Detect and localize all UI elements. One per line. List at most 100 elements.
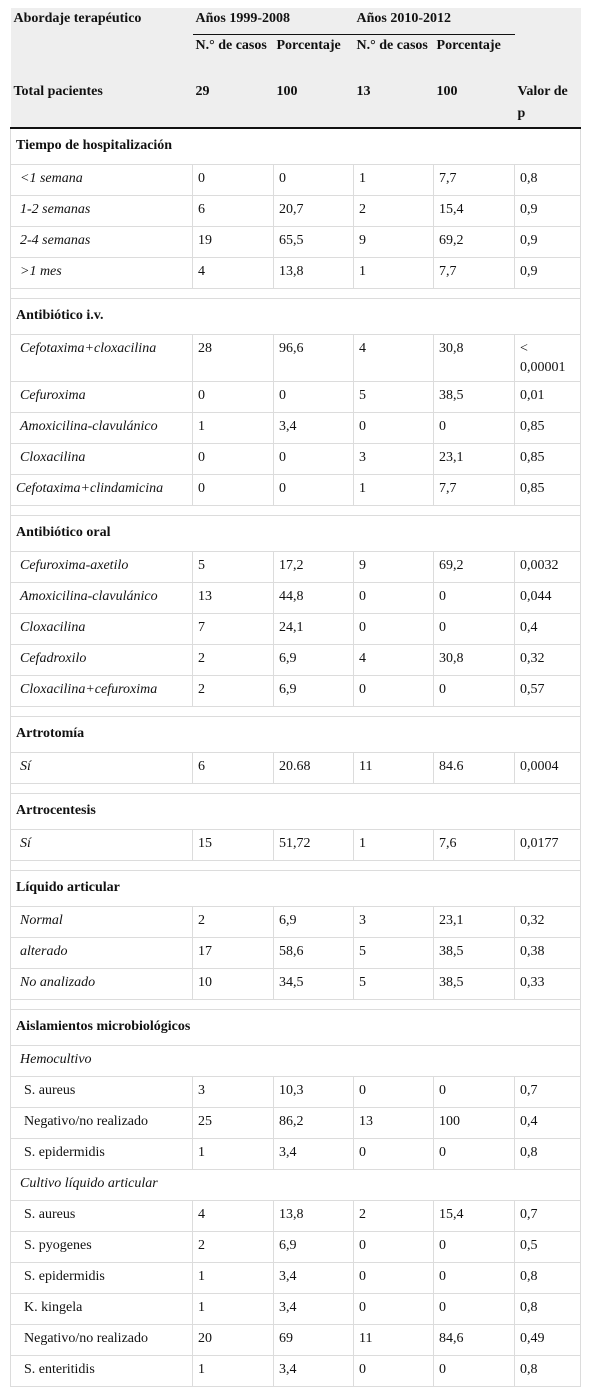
cell-p-value: 0,32 [514, 906, 582, 938]
table-row: 1-2 semanas 6 20,7 2 15,4 0,9 [10, 195, 582, 227]
table-row: Negativo/no realizado 25 86,2 13 100 0,4 [10, 1107, 582, 1139]
cell-n-casos-1999-2008: 2 [192, 1231, 274, 1263]
cell-n-casos-2010-2012: 5 [353, 968, 435, 1000]
cell-n-casos-1999-2008: 6 [192, 752, 274, 784]
cell-n-casos-2010-2012: 0 [353, 1231, 435, 1263]
table-row: No analizado 10 34,5 5 38,5 0,33 [10, 968, 582, 1000]
spacer-cell [9, 999, 582, 1010]
cell-n-casos-1999-2008: 2 [192, 675, 274, 707]
cell-p-value: 0,044 [514, 582, 582, 614]
cell-n-casos-1999-2008: 2 [192, 644, 274, 676]
cell-porcentaje-1999-2008: 96,6 [272, 334, 355, 382]
spacer-cell [9, 288, 582, 299]
table-row: Normal 2 6,9 3 23,1 0,32 [10, 906, 582, 938]
table-row: S. aureus 3 10,3 0 0 0,7 [10, 1076, 582, 1108]
cell-n-casos-2010-2012: 0 [353, 1076, 435, 1108]
cell-n-casos-1999-2008: 6 [192, 195, 274, 227]
header-total-n1: 29 [192, 81, 274, 129]
header-group-1999-2008: Años 1999-2008 [192, 8, 354, 35]
header-n-casos-1: N.° de casos [192, 34, 274, 81]
cell-porcentaje-2010-2012: 0 [433, 1262, 516, 1294]
section-header-row: Tiempo de hospitalización [9, 127, 582, 165]
cell-n-casos-2010-2012: 0 [353, 1262, 435, 1294]
cell-n-casos-2010-2012: 4 [353, 644, 435, 676]
cell-porcentaje-2010-2012: 7,7 [433, 474, 516, 506]
cell-n-casos-2010-2012: 0 [353, 582, 435, 614]
header-total-label: Total pacientes [10, 81, 193, 129]
table-row: K. kingela 1 3,4 0 0 0,8 [10, 1293, 582, 1325]
cell-n-casos-1999-2008: 0 [192, 164, 274, 196]
cell-porcentaje-2010-2012: 15,4 [433, 195, 516, 227]
cell-p-value: 0,32 [514, 644, 582, 676]
row-label: No analizado [10, 968, 193, 1000]
cell-porcentaje-1999-2008: 51,72 [272, 829, 355, 861]
row-label: K. kingela [10, 1293, 193, 1325]
cell-n-casos-1999-2008: 4 [192, 1200, 274, 1232]
cell-p-value: 0,57 [514, 675, 582, 707]
cell-porcentaje-1999-2008: 6,9 [272, 675, 355, 707]
cell-n-casos-1999-2008: 1 [192, 1355, 274, 1387]
cell-porcentaje-2010-2012: 0 [433, 1076, 516, 1108]
cell-n-casos-2010-2012: 3 [353, 906, 435, 938]
header-empty [10, 34, 193, 81]
table-row: alterado 17 58,6 5 38,5 0,38 [10, 937, 582, 969]
cell-porcentaje-2010-2012: 23,1 [433, 906, 516, 938]
table-row: S. epidermidis 1 3,4 0 0 0,8 [10, 1262, 582, 1294]
cell-p-value: 0,8 [514, 1262, 582, 1294]
cell-p-value: 0,0032 [514, 551, 582, 583]
cell-porcentaje-2010-2012: 0 [433, 675, 516, 707]
cell-porcentaje-2010-2012: 15,4 [433, 1200, 516, 1232]
cell-n-casos-1999-2008: 1 [192, 1293, 274, 1325]
cell-n-casos-1999-2008: 2 [192, 906, 274, 938]
header-n-casos-2: N.° de casos [353, 34, 434, 81]
header-total-n2: 13 [353, 81, 434, 129]
therapeutic-approach-table: Abordaje terapéutico Años 1999-2008 Años… [9, 8, 582, 1387]
table-row: S. enteritidis 1 3,4 0 0 0,8 [10, 1355, 582, 1387]
row-label: S. pyogenes [10, 1231, 193, 1263]
cell-n-casos-2010-2012: 9 [353, 226, 435, 258]
table-row: Sí 6 20.68 11 84.6 0,0004 [10, 752, 582, 784]
cell-porcentaje-1999-2008: 3,4 [272, 1355, 355, 1387]
row-label: Sí [10, 829, 193, 861]
row-label: <1 semana [10, 164, 193, 196]
cell-porcentaje-1999-2008: 24,1 [272, 613, 355, 645]
cell-porcentaje-2010-2012: 0 [433, 1293, 516, 1325]
table-row: Amoxicilina-clavulánico 13 44,8 0 0 0,044 [10, 582, 582, 614]
cell-porcentaje-1999-2008: 3,4 [272, 1293, 355, 1325]
section-spacer [9, 783, 582, 794]
section-header-row: Líquido articular [9, 870, 582, 907]
cell-n-casos-1999-2008: 7 [192, 613, 274, 645]
cell-porcentaje-2010-2012: 7,6 [433, 829, 516, 861]
row-label: 1-2 semanas [10, 195, 193, 227]
cell-porcentaje-1999-2008: 6,9 [272, 644, 355, 676]
table-row: >1 mes 4 13,8 1 7,7 0,9 [10, 257, 582, 289]
cell-porcentaje-2010-2012: 7,7 [433, 164, 516, 196]
row-label: Cefotaxima+clindamicina [10, 474, 193, 506]
table-row: Cefotaxima+clindamicina 0 0 1 7,7 0,85 [10, 474, 582, 506]
row-label: 2-4 semanas [10, 226, 193, 258]
table-container: Abordaje terapéutico Años 1999-2008 Años… [9, 8, 582, 1387]
cell-n-casos-1999-2008: 25 [192, 1107, 274, 1139]
section-title: Antibiótico oral [9, 515, 582, 552]
table-row: Sí 15 51,72 1 7,6 0,0177 [10, 829, 582, 861]
cell-p-value: 0,0177 [514, 829, 582, 861]
row-label: Cefotaxima+cloxacilina [10, 334, 193, 382]
table-row: Cefuroxima-axetilo 5 17,2 9 69,2 0,0032 [10, 551, 582, 583]
cell-n-casos-2010-2012: 0 [353, 1138, 435, 1170]
cell-n-casos-2010-2012: 0 [353, 412, 435, 444]
section-header-row: Antibiótico oral [9, 515, 582, 552]
cell-porcentaje-2010-2012: 38,5 [433, 968, 516, 1000]
cell-porcentaje-1999-2008: 17,2 [272, 551, 355, 583]
cell-porcentaje-1999-2008: 3,4 [272, 1262, 355, 1294]
header-pvalue: Valor de p [514, 81, 581, 129]
cell-n-casos-1999-2008: 1 [192, 1262, 274, 1294]
cell-n-casos-2010-2012: 4 [353, 334, 435, 382]
cell-n-casos-1999-2008: 13 [192, 582, 274, 614]
cell-n-casos-1999-2008: 19 [192, 226, 274, 258]
cell-n-casos-1999-2008: 28 [192, 334, 274, 382]
spacer-cell [9, 783, 582, 794]
spacer-cell [9, 860, 582, 871]
cell-n-casos-2010-2012: 13 [353, 1107, 435, 1139]
cell-n-casos-2010-2012: 1 [353, 257, 435, 289]
row-label: Cloxacilina [10, 613, 193, 645]
